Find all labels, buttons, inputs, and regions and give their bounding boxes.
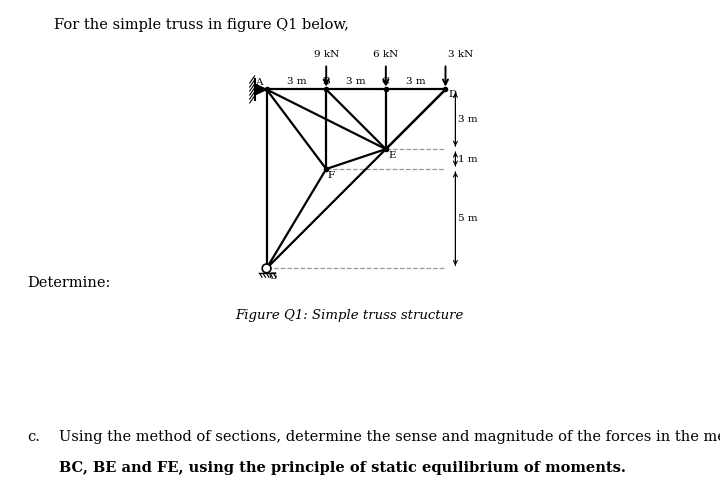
Text: 9 kN: 9 kN: [314, 50, 339, 59]
Text: E: E: [389, 151, 396, 160]
Text: B: B: [323, 78, 330, 86]
Text: 3 m: 3 m: [287, 78, 306, 86]
Text: 3 m: 3 m: [406, 78, 426, 86]
Text: F: F: [327, 171, 334, 180]
Text: D: D: [449, 90, 456, 99]
Text: G: G: [269, 272, 277, 281]
Text: 5 m: 5 m: [459, 214, 478, 223]
Text: 6 kN: 6 kN: [373, 50, 398, 59]
Polygon shape: [255, 84, 266, 95]
Text: For the simple truss in figure Q1 below,: For the simple truss in figure Q1 below,: [54, 18, 349, 32]
Text: Figure Q1: Simple truss structure: Figure Q1: Simple truss structure: [235, 309, 464, 322]
Text: Using the method of sections, determine the sense and magnitude of the forces in: Using the method of sections, determine …: [59, 430, 720, 444]
Text: Determine:: Determine:: [27, 276, 111, 290]
Text: 3 kN: 3 kN: [449, 50, 474, 59]
Text: A: A: [255, 79, 263, 87]
Text: 1 m: 1 m: [459, 155, 478, 164]
Text: BC, BE and FE, using the principle of static equilibrium of moments.: BC, BE and FE, using the principle of st…: [59, 461, 626, 475]
Text: c.: c.: [27, 430, 40, 444]
Text: 3 m: 3 m: [459, 115, 478, 124]
Circle shape: [262, 264, 271, 273]
Text: C: C: [382, 78, 390, 86]
Text: 3 m: 3 m: [346, 78, 366, 86]
